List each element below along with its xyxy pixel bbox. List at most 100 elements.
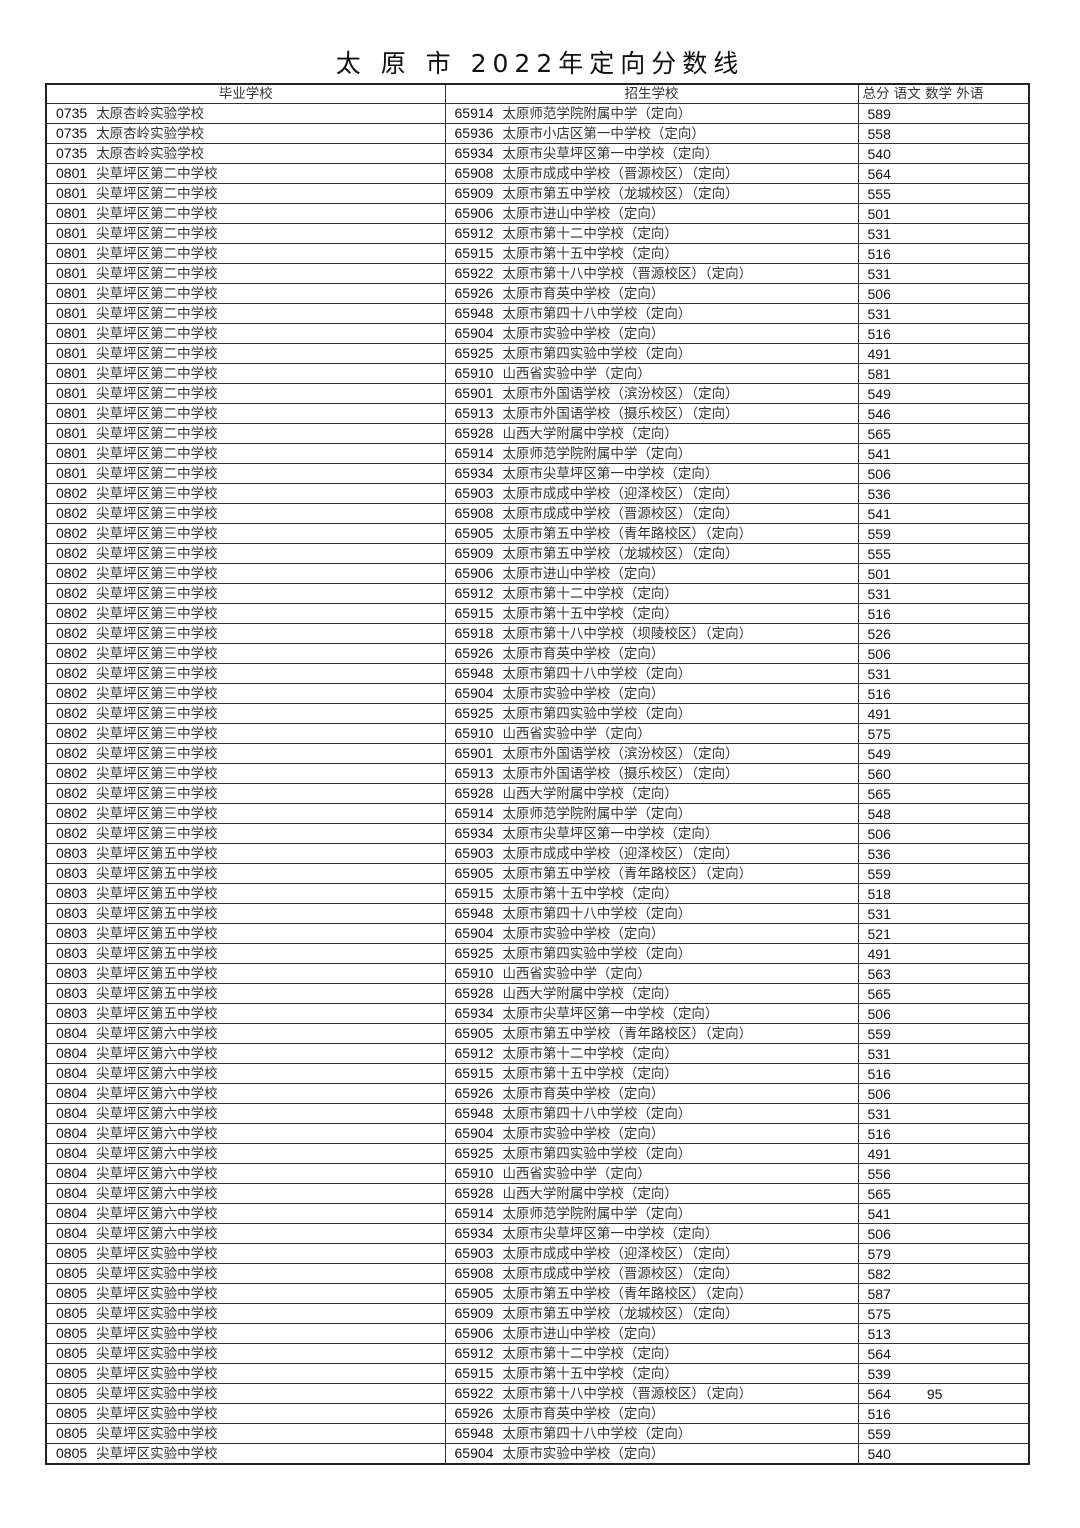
total-score: 565 [867,425,891,442]
enroll-code: 65934 [454,1005,494,1022]
graduate-code: 0802 [56,725,88,742]
total-score: 581 [867,365,891,382]
enroll-code: 65914 [454,805,494,822]
total-score: 579 [867,1245,891,1262]
graduate-school-name: 太原杏岭实验学校 [96,146,205,163]
scores-cell: 513 [857,1323,1030,1345]
enroll-code: 65925 [454,945,494,962]
total-score: 531 [867,1105,891,1122]
graduate-school-name: 尖草坪区第三中学校 [96,786,218,803]
graduate-code: 0802 [56,705,88,722]
enroll-school-name: 太原市尖草坪区第一中学校（定向） [502,1006,719,1023]
enroll-code: 65915 [454,885,494,902]
graduate-code: 0802 [56,785,88,802]
table-row: 0803 尖草坪区第五中学校 65910 山西省实验中学（定向） 563 [45,963,1030,985]
graduate-school-cell: 0802 尖草坪区第三中学校 [45,623,446,645]
graduate-school-name: 尖草坪区实验中学校 [96,1246,218,1263]
graduate-school-name: 尖草坪区第二中学校 [96,326,218,343]
enroll-school-name: 太原市第十二中学校（定向） [502,1346,678,1363]
enroll-code: 65913 [454,405,494,422]
enroll-school-cell: 65906 太原市进山中学校（定向） [444,203,859,225]
enroll-school-cell: 65948 太原市第四十八中学校（定向） [444,903,859,925]
table-row: 0805 尖草坪区实验中学校 65904 太原市实验中学校（定向） 540 [45,1443,1030,1465]
graduate-school-cell: 0803 尖草坪区第五中学校 [45,923,446,945]
graduate-code: 0802 [56,665,88,682]
total-score: 536 [867,845,891,862]
graduate-school-cell: 0804 尖草坪区第六中学校 [45,1063,446,1085]
graduate-code: 0802 [56,685,88,702]
scores-cell: 531 [857,303,1030,325]
scores-cell: 541 [857,503,1030,525]
graduate-school-cell: 0802 尖草坪区第三中学校 [45,643,446,665]
scores-cell: 516 [857,323,1030,345]
scores-cell: 548 [857,803,1030,825]
graduate-code: 0803 [56,965,88,982]
enroll-code: 65925 [454,1145,494,1162]
graduate-school-cell: 0803 尖草坪区第五中学校 [45,883,446,905]
graduate-school-cell: 0802 尖草坪区第三中学校 [45,563,446,585]
enroll-code: 65904 [454,925,494,942]
enroll-school-cell: 65913 太原市外国语学校（摄乐校区）（定向） [444,403,859,425]
enroll-code: 65912 [454,1045,494,1062]
enroll-school-cell: 65908 太原市成成中学校（晋源校区）（定向） [444,163,859,185]
enroll-school-cell: 65915 太原市第十五中学校（定向） [444,1363,859,1385]
enroll-code: 65915 [454,245,494,262]
scores-cell: 559 [857,1023,1030,1045]
enroll-school-name: 山西大学附属中学校（定向） [502,986,678,1003]
scores-cell: 491 [857,943,1030,965]
graduate-school-cell: 0805 尖草坪区实验中学校 [45,1263,446,1285]
graduate-code: 0801 [56,425,88,442]
enroll-code: 65905 [454,1025,494,1042]
enroll-code: 65948 [454,905,494,922]
scores-cell: 516 [857,683,1030,705]
graduate-school-name: 尖草坪区第二中学校 [96,366,218,383]
table-row: 0802 尖草坪区第三中学校 65912 太原市第十二中学校（定向） 531 [45,583,1030,605]
table-row: 0803 尖草坪区第五中学校 65928 山西大学附属中学校（定向） 565 [45,983,1030,1005]
graduate-school-name: 尖草坪区实验中学校 [96,1446,218,1463]
graduate-school-cell: 0805 尖草坪区实验中学校 [45,1323,446,1345]
scores-cell: 579 [857,1243,1030,1265]
scores-cell: 541 [857,443,1030,465]
graduate-code: 0802 [56,485,88,502]
table-row: 0801 尖草坪区第二中学校 65934 太原市尖草坪区第一中学校（定向） 506 [45,463,1030,485]
enroll-school-cell: 65906 太原市进山中学校（定向） [444,1323,859,1345]
scores-cell: 516 [857,603,1030,625]
enroll-code: 65904 [454,685,494,702]
table-row: 0801 尖草坪区第二中学校 65904 太原市实验中学校（定向） 516 [45,323,1030,345]
graduate-school-cell: 0804 尖草坪区第六中学校 [45,1143,446,1165]
graduate-school-name: 尖草坪区第二中学校 [96,426,218,443]
graduate-school-name: 尖草坪区第二中学校 [96,406,218,423]
scores-cell: 549 [857,743,1030,765]
scores-cell: 506 [857,283,1030,305]
enroll-school-cell: 65903 太原市成成中学校（迎泽校区）（定向） [444,843,859,865]
total-score: 555 [867,545,891,562]
table-row: 0802 尖草坪区第三中学校 65905 太原市第五中学校（青年路校区）（定向） 559 [45,523,1030,545]
table-row: 0802 尖草坪区第三中学校 65904 太原市实验中学校（定向） 516 [45,683,1030,705]
scores-cell: 491 [857,703,1030,725]
graduate-school-name: 尖草坪区第五中学校 [96,866,218,883]
enroll-school-name: 山西省实验中学（定向） [502,966,651,983]
enroll-school-name: 太原市第十二中学校（定向） [502,1046,678,1063]
graduate-school-cell: 0801 尖草坪区第二中学校 [45,223,446,245]
scores-cell: 501 [857,203,1030,225]
graduate-code: 0801 [56,405,88,422]
scores-cell: 540 [857,1443,1030,1465]
graduate-school-cell: 0801 尖草坪区第二中学校 [45,463,446,485]
graduate-code: 0803 [56,985,88,1002]
graduate-code: 0805 [56,1385,88,1402]
graduate-code: 0805 [56,1265,88,1282]
graduate-school-name: 尖草坪区第三中学校 [96,526,218,543]
scores-cell: 536 [857,843,1030,865]
table-row: 0804 尖草坪区第六中学校 65934 太原市尖草坪区第一中学校（定向） 506 [45,1223,1030,1245]
enroll-school-name: 太原市尖草坪区第一中学校（定向） [502,826,719,843]
table-row: 0804 尖草坪区第六中学校 65915 太原市第十五中学校（定向） 516 [45,1063,1030,1085]
enroll-code: 65934 [454,1225,494,1242]
enroll-code: 65936 [454,125,494,142]
enroll-school-name: 太原市第十八中学校（晋源校区）（定向） [502,266,753,283]
enroll-school-name: 太原市第五中学校（青年路校区）（定向） [502,866,753,883]
total-score: 549 [867,385,891,402]
graduate-school-name: 尖草坪区第二中学校 [96,186,218,203]
scores-cell: 531 [857,223,1030,245]
table-row: 0801 尖草坪区第二中学校 65901 太原市外国语学校（滨汾校区）（定向） 549 [45,383,1030,405]
enroll-code: 65925 [454,705,494,722]
